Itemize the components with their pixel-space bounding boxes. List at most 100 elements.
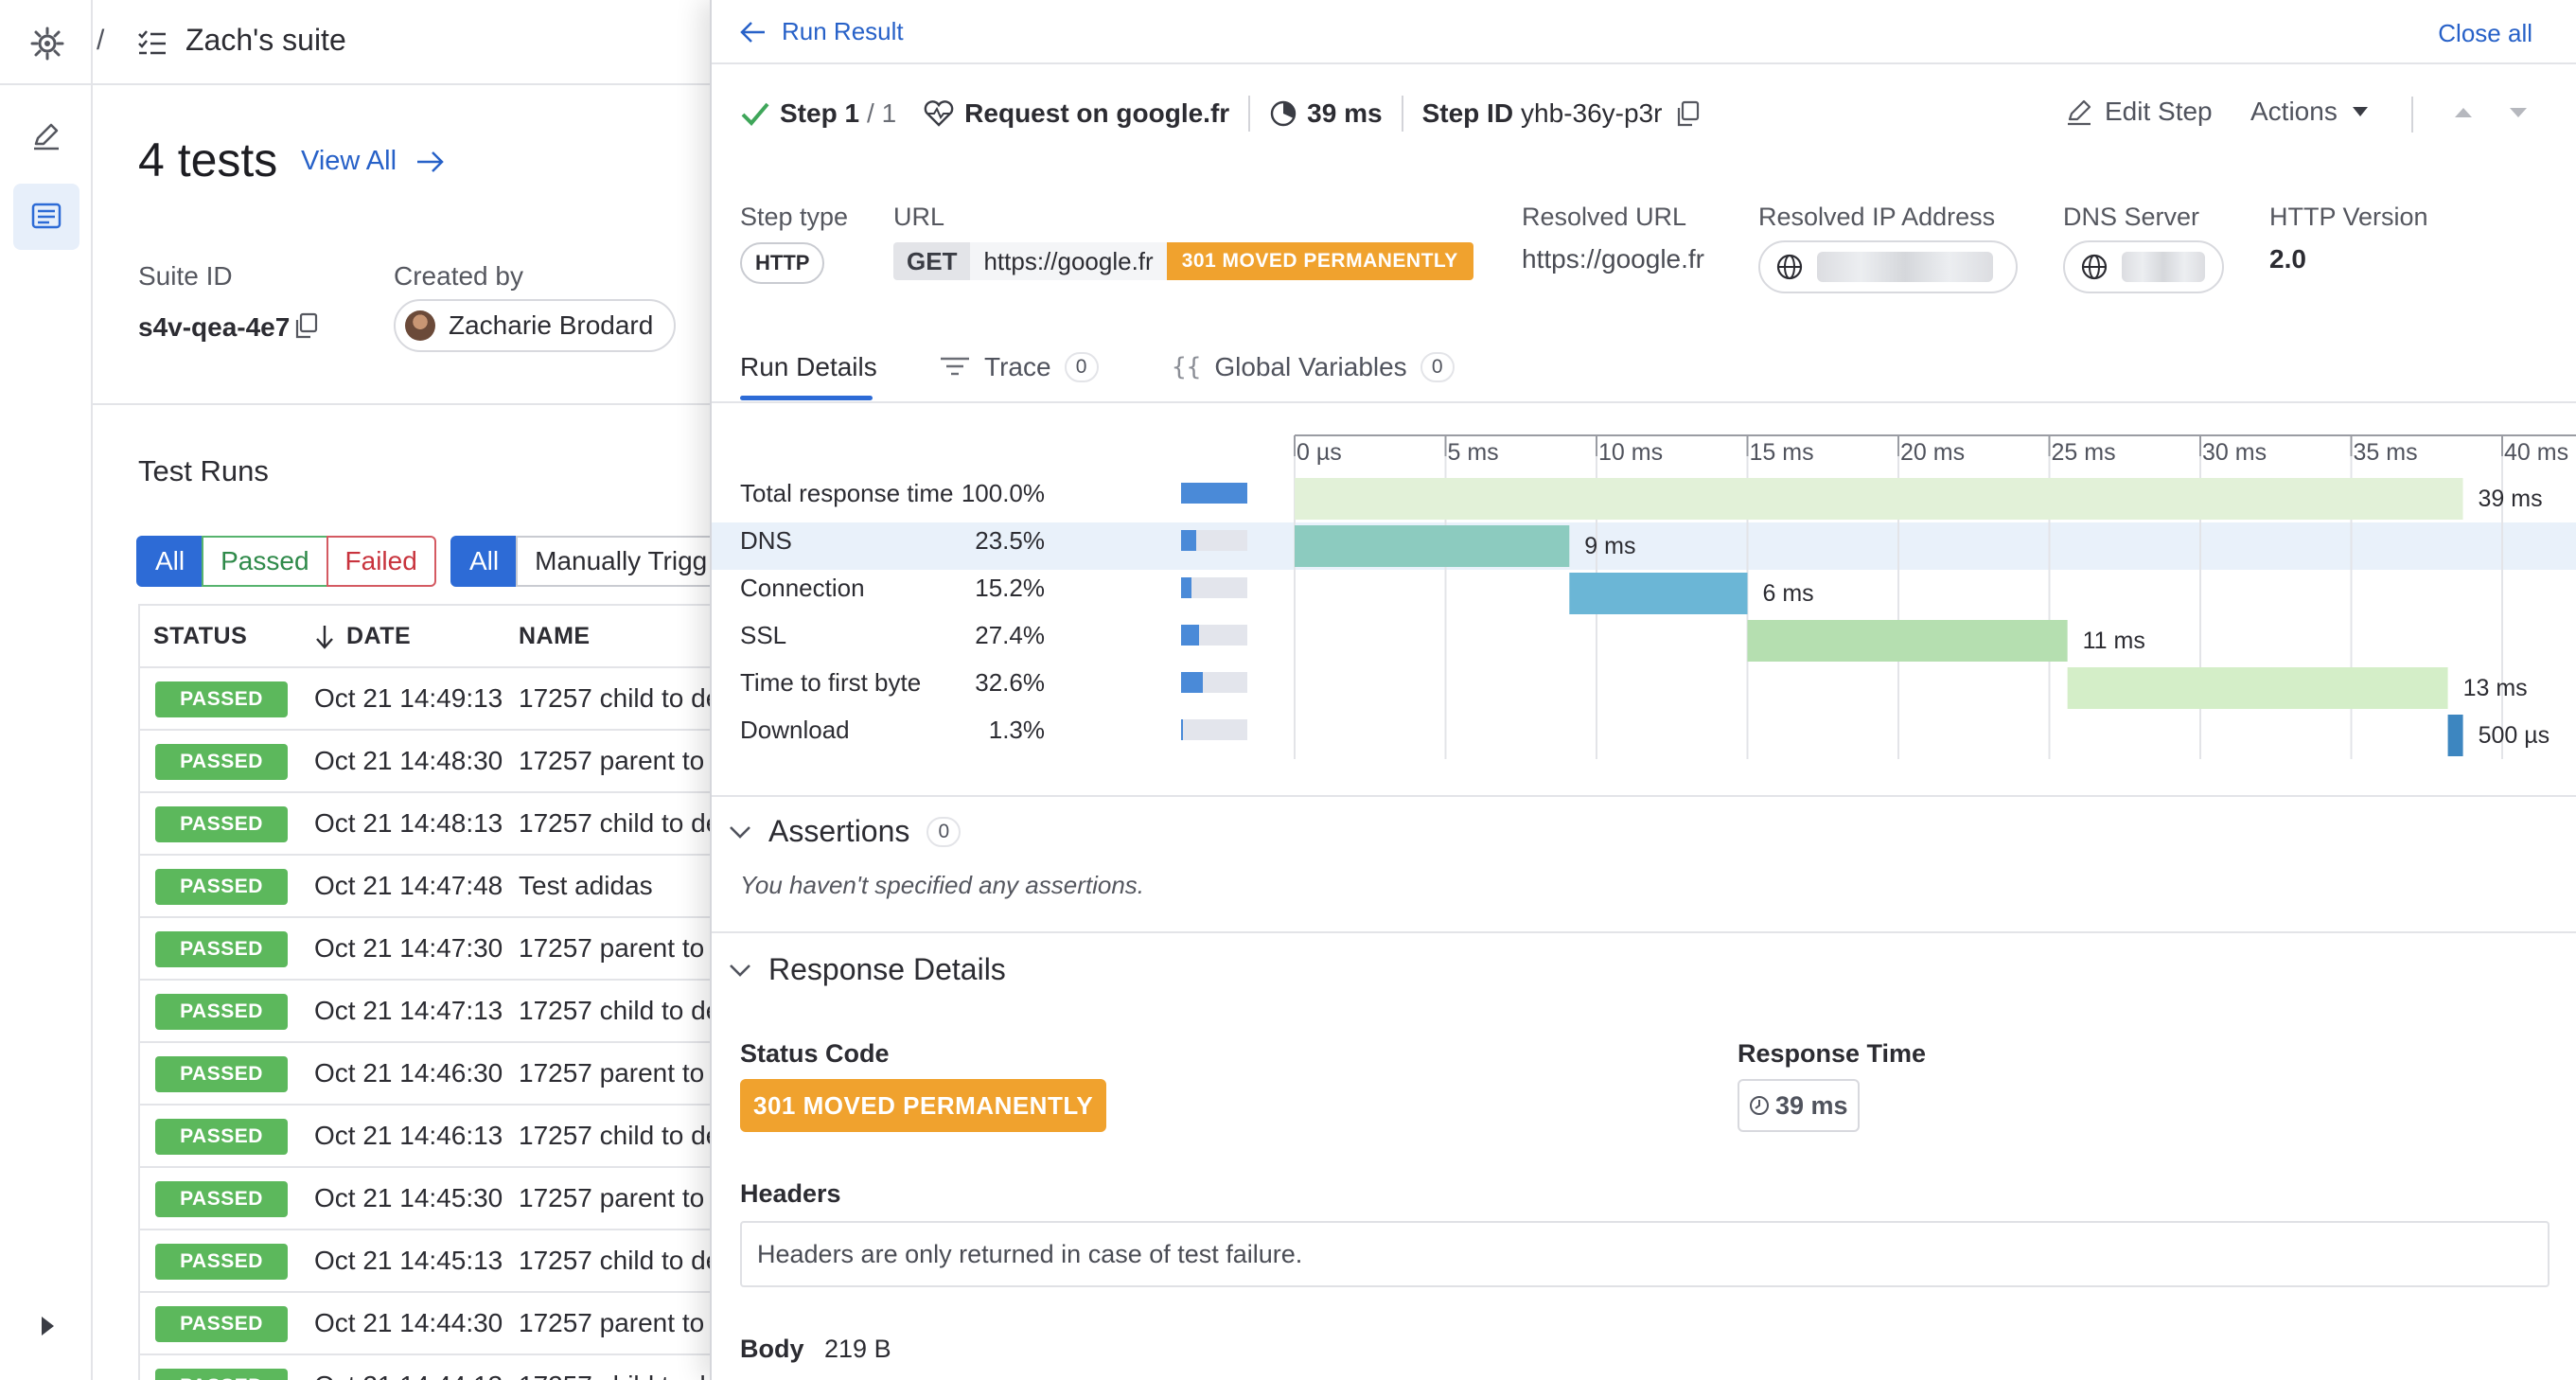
arrow-right-icon [417,150,444,172]
filter-passed[interactable]: Passed [202,536,328,587]
globe-icon [2081,254,2108,280]
resolved-ip-label: Resolved IP Address [1758,203,1996,231]
x-tick-label: 20 ms [1900,439,1965,466]
response-details-title: Response Details [768,952,1006,986]
dns-server-chip[interactable] [2063,240,2224,293]
tab-run-details-label: Run Details [740,352,877,381]
tab-trace[interactable]: Trace 0 [939,352,1099,382]
status-badge: PASSED [155,744,288,780]
response-details-toggle[interactable]: Response Details [729,952,1006,987]
suite-id-value: s4v-qea-4e7 [138,312,291,342]
left-rail [0,0,93,1380]
timing-waterfall-chart: 0 µs 5 ms 10 ms 15 ms 20 ms 25 ms 30 ms 35 ms 40… [1294,434,2576,759]
close-all-button[interactable]: Close all [2438,19,2532,47]
table-row[interactable]: PASSED Oct 21 14:47:30 17257 parent to [140,916,719,979]
table-row[interactable]: PASSED Oct 21 14:48:30 17257 parent to [140,729,719,791]
table-row[interactable]: PASSED Oct 21 14:47:13 17257 child to de [140,979,719,1041]
creator-chip[interactable]: Zacharie Brodard [394,299,677,352]
table-row[interactable]: PASSED Oct 21 14:47:48 Test adidas [140,854,719,916]
table-row[interactable]: PASSED Oct 21 14:46:30 17257 parent to [140,1041,719,1104]
step-navigation [2453,106,2529,119]
filter-all-trigger[interactable]: All [450,536,519,587]
previous-step-icon[interactable] [2453,106,2474,119]
headers-info-box: Headers are only returned in case of tes… [740,1221,2550,1287]
timing-label: Download [740,716,850,744]
back-to-run-result[interactable]: Run Result [740,17,904,46]
column-name[interactable]: NAME [519,623,591,649]
timing-bar-label: 500 µs [2479,722,2550,749]
headers-label: Headers [740,1179,841,1208]
assertions-toggle[interactable]: Assertions 0 [729,814,962,849]
run-date: Oct 21 14:47:48 [314,871,503,900]
trace-filter-icon [941,357,969,376]
step-summary: Step 1 / 1 Request on google.fr 39 ms St… [740,95,1700,133]
run-date: Oct 21 14:49:13 [314,683,503,713]
http-version: 2.0 [2269,244,2306,274]
step-id-value: yhb-36y-p3r [1521,98,1663,128]
edit-nav-button[interactable] [13,102,79,168]
tab-global-variables[interactable]: {{ Global Variables 0 [1172,352,1455,382]
separator [2411,97,2413,133]
tab-run-details[interactable]: Run Details [740,352,877,382]
tests-count: 4 tests [138,133,278,186]
globe-icon [1776,254,1803,280]
timing-percentage: 100.0% [961,479,1045,507]
run-date: Oct 21 14:48:13 [314,808,503,838]
response-time-label: Response Time [1738,1039,1927,1068]
timing-percentage-bar [1181,719,1247,740]
step-total: / 1 [867,98,897,128]
status-badge: PASSED [155,931,288,967]
timing-percentage-bar [1181,577,1247,598]
copy-suite-id-icon[interactable] [293,312,318,339]
filter-manually-triggered[interactable]: Manually Trigg [516,536,725,587]
detail-tabs: Run Details Trace 0 {{ Global Variables … [712,345,2576,403]
column-status[interactable]: STATUS [153,623,248,649]
created-by-label: Created by [394,261,523,291]
status-badge: PASSED [155,681,288,717]
highlighted-timing-row [712,522,2576,570]
test-name: 17257 child to de [519,808,719,838]
table-row[interactable]: PASSED Oct 21 14:44:30 17257 parent to [140,1291,719,1353]
results-nav-button[interactable] [13,184,79,250]
redacted-dns [2122,252,2205,282]
timing-label: Total response time [740,479,954,507]
caret-down-icon [2352,107,2368,116]
filter-failed[interactable]: Failed [326,536,436,587]
run-date: Oct 21 14:47:13 [314,996,503,1025]
timing-bar [1295,525,1570,567]
table-row[interactable]: PASSED Oct 21 14:45:30 17257 parent to [140,1166,719,1229]
url-display: GET https://google.fr 301 MOVED PERMANEN… [893,242,1473,280]
resolved-ip-chip[interactable] [1758,240,2018,293]
next-step-icon[interactable] [2508,106,2529,119]
curly-braces-icon: {{ [1172,353,1202,381]
run-date: Oct 21 14:48:30 [314,746,503,775]
edit-step-button[interactable]: Edit Step [2065,97,2213,127]
timing-percentage-bar [1181,483,1247,504]
copy-step-id-icon[interactable] [1675,100,1700,127]
step-id-label: Step ID [1421,98,1514,128]
filter-all-status[interactable]: All [136,536,204,587]
run-result-drawer: Run Result Close all Step 1 / 1 Request … [710,0,2576,1380]
step-type-badge: HTTP [740,242,825,284]
table-row[interactable]: PASSED Oct 21 14:46:13 17257 child to de [140,1104,719,1166]
creator-name: Zacharie Brodard [449,310,654,340]
trace-count: 0 [1064,352,1099,382]
status-badge: PASSED [155,1369,288,1380]
test-name: 17257 parent to [519,1058,705,1088]
table-row[interactable]: PASSED Oct 21 14:48:13 17257 child to de [140,791,719,854]
table-row[interactable]: PASSED Oct 21 14:45:13 17257 child to de [140,1229,719,1291]
view-all-label: View All [301,146,397,176]
table-row[interactable]: PASSED Oct 21 14:44:13 17257 child to de [140,1353,719,1380]
avatar [405,310,435,341]
table-row[interactable]: PASSED Oct 21 14:49:13 17257 child to de [140,666,719,729]
test-name: 17257 child to de [519,1246,719,1275]
column-date[interactable]: DATE [314,623,411,650]
timing-percentage: 15.2% [975,574,1045,602]
view-all-link[interactable]: View All [301,146,446,177]
datadog-logo-icon[interactable] [30,27,64,61]
x-tick-label: 15 ms [1750,439,1814,466]
actions-dropdown[interactable]: Actions [2250,97,2370,127]
expand-rail-icon[interactable] [36,1314,59,1338]
timing-bar-label: 9 ms [1584,533,1635,559]
body-size: 219 B [824,1335,891,1363]
